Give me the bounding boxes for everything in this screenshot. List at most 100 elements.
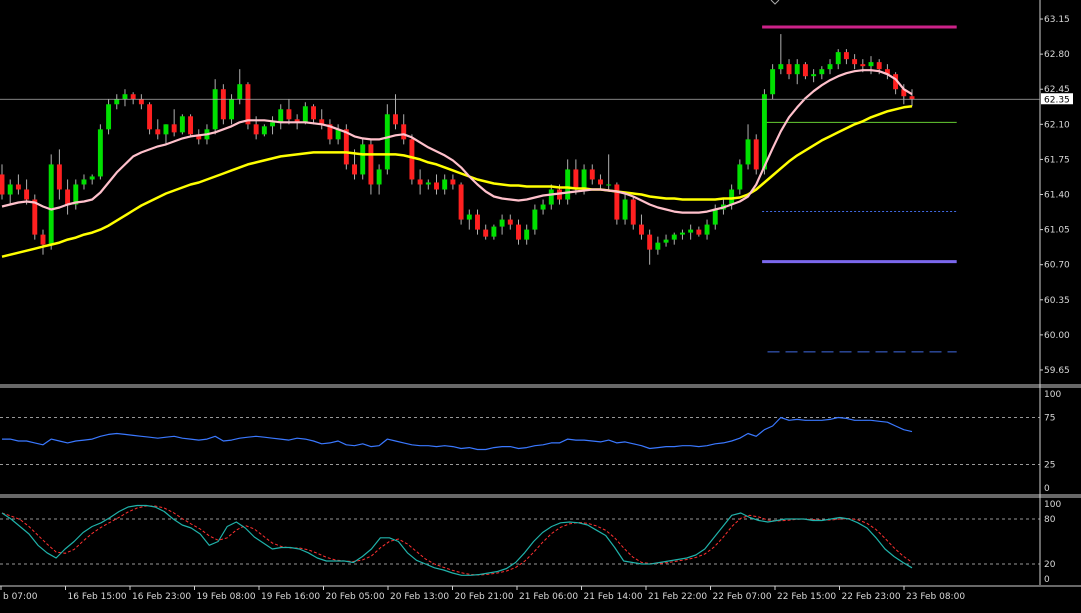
candle-body	[852, 59, 858, 65]
time-tick-label: 19 Feb 08:00	[197, 592, 256, 602]
candle-body	[647, 234, 653, 250]
candle-body	[114, 99, 120, 105]
time-tick-label: 21 Feb 06:00	[519, 592, 578, 602]
candle-body	[819, 69, 825, 75]
candle-body	[548, 189, 554, 205]
candle-body	[745, 139, 751, 165]
time-axis: b 07:00 16 Feb 15:00 16 Feb 23:00 19 Feb 08…	[0, 586, 965, 602]
ma-slow-line	[1, 105, 913, 258]
candle-body	[384, 114, 390, 170]
candle-body	[360, 144, 366, 175]
candle-body	[393, 114, 398, 125]
time-tick-label: b 07:00	[3, 592, 38, 602]
price-tick-label: 61.05	[1044, 226, 1070, 236]
candle-body	[409, 139, 415, 180]
current-price-box	[1041, 93, 1073, 105]
candle-body	[40, 234, 46, 245]
candle-body	[811, 74, 817, 77]
time-tick-label: 20 Feb 21:00	[455, 592, 514, 602]
candle-body	[614, 184, 620, 220]
candle-body	[753, 139, 759, 170]
time-tick-label: 22 Feb 15:00	[777, 592, 836, 602]
candle-body	[573, 169, 579, 190]
candle-body	[450, 179, 456, 185]
candle-body	[475, 214, 480, 230]
price-tick-label: 61.75	[1044, 155, 1070, 165]
candle-body	[466, 214, 472, 220]
candle-body	[770, 69, 776, 95]
time-tick-label: 16 Feb 15:00	[68, 592, 127, 602]
horizontal-levels	[762, 0, 957, 353]
candle-body	[376, 169, 382, 185]
candle-body	[827, 64, 833, 70]
stoch-tick-label: 80	[1044, 515, 1056, 525]
candle-body	[335, 129, 341, 140]
candle-body	[532, 209, 538, 230]
candle-body	[24, 189, 30, 200]
candle-body	[15, 184, 21, 190]
time-tick-label: 16 Feb 23:00	[132, 592, 191, 602]
candle-body	[835, 52, 841, 65]
candles	[0, 34, 915, 265]
candle-body	[278, 109, 284, 123]
time-tick-label: 21 Feb 14:00	[584, 592, 643, 602]
candle-body	[229, 99, 235, 120]
candle-body	[909, 96, 915, 100]
candle-body	[679, 232, 685, 235]
candle-body	[901, 89, 907, 97]
candle-body	[220, 89, 226, 120]
current-price-label: 62.35	[1044, 95, 1070, 105]
candle-body	[245, 84, 251, 125]
candle-body	[622, 199, 628, 220]
candle-body	[188, 116, 194, 135]
price-tick-label: 59.65	[1044, 366, 1070, 376]
stochastic-panel: 100 80 20 0	[0, 500, 1061, 585]
candle-body	[352, 164, 357, 175]
candle-body	[630, 199, 636, 225]
candle-body	[868, 62, 874, 67]
time-tick-label: 22 Feb 07:00	[713, 592, 772, 602]
candle-body	[884, 69, 890, 75]
price-tick-label: 63.15	[1044, 15, 1070, 25]
candle-body	[655, 242, 661, 250]
price-tick-label: 61.40	[1044, 191, 1070, 201]
candle-body	[138, 99, 144, 105]
candle-body	[516, 224, 521, 240]
rsi-tick-label: 100	[1044, 390, 1061, 400]
price-tick-label: 62.10	[1044, 120, 1070, 130]
candle-body	[294, 119, 300, 123]
candle-body	[639, 224, 644, 235]
rsi-tick-label: 25	[1044, 461, 1055, 471]
candle-body	[65, 189, 71, 205]
candle-body	[7, 184, 13, 195]
candle-body	[286, 109, 292, 120]
stoch-signal-line	[1, 505, 913, 576]
price-tick-label: 60.35	[1044, 296, 1070, 306]
candle-body	[737, 164, 743, 190]
time-tick-label: 20 Feb 13:00	[390, 592, 449, 602]
ma-fast-line	[1, 69, 913, 214]
arrow-marker-icon	[770, 0, 780, 5]
candle-body	[89, 176, 95, 180]
candle-body	[237, 84, 243, 100]
candle-body	[712, 209, 718, 225]
candle-body	[425, 182, 431, 185]
rsi-panel: 100 75 25 0	[0, 390, 1061, 494]
candle-body	[499, 219, 505, 227]
candle-body	[507, 219, 513, 225]
candle-body	[802, 64, 808, 77]
price-tick-label: 60.00	[1044, 331, 1070, 341]
price-tick-label: 60.70	[1044, 261, 1070, 271]
candle-body	[540, 204, 546, 210]
time-tick-label: 23 Feb 08:00	[906, 592, 965, 602]
candle-body	[56, 164, 62, 190]
candle-body	[343, 129, 349, 165]
candle-body	[212, 89, 218, 130]
candle-body	[843, 52, 849, 60]
candle-body	[876, 62, 882, 70]
candle-body	[704, 224, 710, 235]
candle-body	[319, 119, 325, 125]
candle-body	[761, 94, 767, 170]
stoch-tick-label: 20	[1044, 560, 1056, 570]
